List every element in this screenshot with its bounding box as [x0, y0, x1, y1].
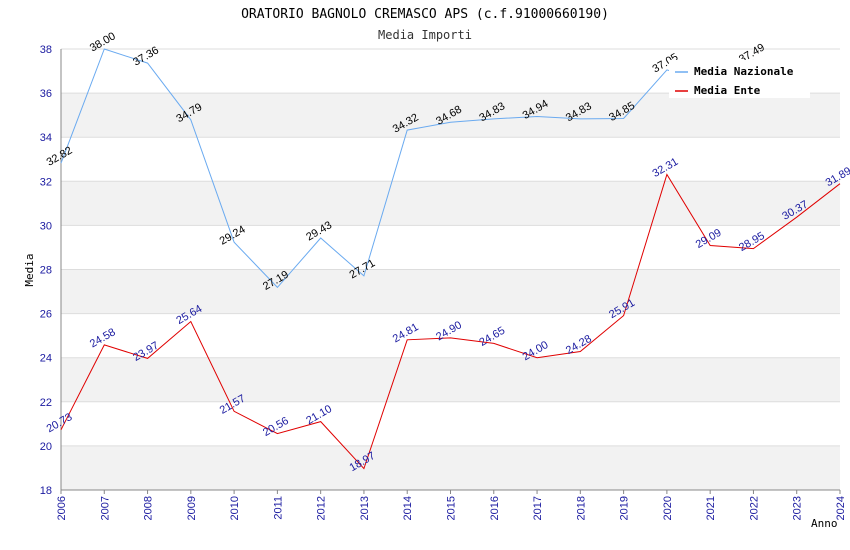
x-tick-label: 2011: [272, 496, 284, 520]
data-label: 28.95: [737, 230, 767, 254]
y-tick-label: 38: [40, 44, 52, 56]
x-tick-label: 2010: [229, 496, 241, 520]
data-label: 24.81: [391, 321, 421, 345]
x-tick-labels: 2006 2007 2008 2009 2010 2011 2012 2013 2014 2015…: [56, 496, 847, 520]
y-tick-label: 30: [40, 220, 52, 232]
series-line-media-ente: [60, 173, 841, 470]
chart-title: ORATORIO BAGNOLO CREMASCO APS (c.f.91000…: [241, 7, 609, 22]
y-tick-label: 26: [40, 309, 52, 321]
x-tick-label: 2024: [835, 496, 847, 520]
data-label: 38.00: [88, 30, 118, 54]
x-tick-label: 2022: [748, 496, 760, 520]
x-tick-label: 2020: [662, 496, 674, 520]
data-label: 24.65: [477, 325, 507, 349]
data-label: 32.31: [650, 156, 680, 180]
y-tick-label: 28: [40, 265, 52, 277]
y-tick-labels: 18 20 22 24 26 28 30 32 34 36 38: [40, 44, 52, 497]
legend-label-media-ente: Media Ente: [694, 84, 761, 97]
data-label: 24.58: [88, 326, 118, 350]
data-label: 37.36: [131, 44, 161, 68]
grid-band: [61, 93, 840, 138]
x-axis-label: Anno: [811, 517, 838, 530]
x-tick-label: 2007: [99, 496, 111, 520]
x-tick-label: 2009: [186, 496, 198, 520]
x-tick-label: 2017: [532, 496, 544, 520]
x-tick-label: 2013: [359, 496, 371, 520]
data-label: 29.09: [694, 227, 724, 251]
y-tick-label: 22: [40, 397, 52, 409]
chart-subtitle: Media Importi: [378, 28, 472, 42]
data-label: 24.90: [434, 319, 464, 343]
grid-band: [61, 357, 840, 402]
x-tick-label: 2016: [489, 496, 501, 520]
data-label: 24.28: [564, 333, 594, 357]
y-tick-label: 32: [40, 176, 52, 188]
x-tick-label: 2008: [143, 496, 155, 520]
y-tick-label: 24: [40, 353, 52, 365]
x-tick-label: 2018: [575, 496, 587, 520]
data-label: 32.82: [45, 145, 75, 169]
y-tick-label: 34: [40, 132, 52, 144]
axes: [60, 49, 841, 494]
x-tick-label: 2023: [792, 496, 804, 520]
y-tick-label: 18: [40, 485, 52, 497]
data-label: 29.24: [218, 223, 248, 247]
x-tick-label: 2015: [446, 496, 458, 520]
y-tick-label: 36: [40, 88, 52, 100]
grid-band: [61, 445, 840, 490]
x-tick-label: 2012: [316, 496, 328, 520]
data-label: 20.56: [261, 415, 291, 439]
x-tick-label: 2006: [56, 496, 68, 520]
legend-box: [669, 60, 810, 98]
series-lines: [60, 48, 841, 470]
x-tick-label: 2014: [402, 496, 414, 520]
grid-band: [61, 181, 840, 226]
grid-bands: [61, 93, 840, 490]
legend-label-media-nazionale: Media Nazionale: [694, 65, 794, 78]
grid-band: [61, 269, 840, 314]
legend: Media Nazionale Media Ente: [669, 60, 810, 98]
x-tick-label: 2021: [705, 496, 717, 520]
y-axis-label: Media: [23, 253, 36, 286]
x-tick-label: 2019: [619, 496, 631, 520]
series-line-media-nazionale: [60, 48, 754, 289]
data-label: 21.10: [304, 403, 334, 427]
data-label: 20.73: [45, 411, 75, 435]
y-tick-label: 20: [40, 441, 52, 453]
